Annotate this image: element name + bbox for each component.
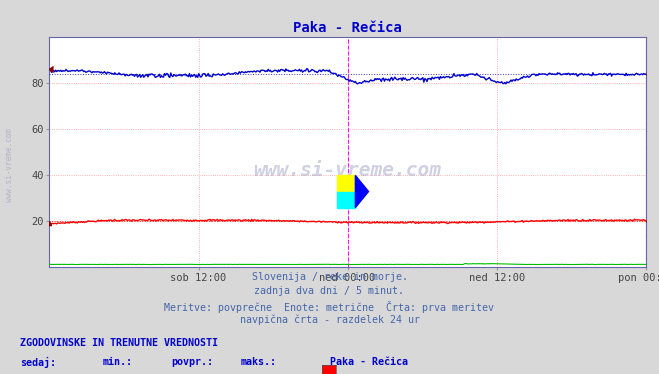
Text: Meritve: povprečne  Enote: metrične  Črta: prva meritev: Meritve: povprečne Enote: metrične Črta:… <box>165 301 494 313</box>
Title: Paka - Rečica: Paka - Rečica <box>293 21 402 35</box>
Polygon shape <box>355 175 368 208</box>
Text: Slovenija / reke in morje.: Slovenija / reke in morje. <box>252 272 407 282</box>
Polygon shape <box>337 175 355 191</box>
Polygon shape <box>337 191 355 208</box>
Text: ZGODOVINSKE IN TRENUTNE VREDNOSTI: ZGODOVINSKE IN TRENUTNE VREDNOSTI <box>20 338 217 349</box>
Text: zadnja dva dni / 5 minut.: zadnja dva dni / 5 minut. <box>254 286 405 297</box>
Text: sedaj:: sedaj: <box>20 357 56 368</box>
Text: Paka - Rečica: Paka - Rečica <box>330 357 407 367</box>
Text: www.si-vreme.com: www.si-vreme.com <box>5 128 14 202</box>
Text: navpična črta - razdelek 24 ur: navpična črta - razdelek 24 ur <box>239 315 420 325</box>
Text: www.si-vreme.com: www.si-vreme.com <box>254 161 442 180</box>
Text: povpr.:: povpr.: <box>171 357 214 367</box>
Text: min.:: min.: <box>102 357 132 367</box>
Text: maks.:: maks.: <box>241 357 277 367</box>
